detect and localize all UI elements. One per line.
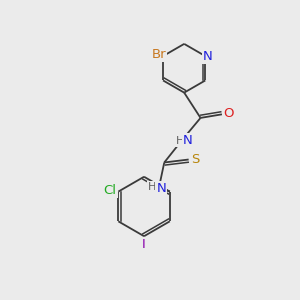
Text: N: N — [156, 182, 166, 195]
Text: N: N — [203, 50, 212, 63]
Text: N: N — [183, 134, 193, 147]
Text: Cl: Cl — [103, 184, 116, 196]
Text: H: H — [148, 182, 157, 192]
Text: O: O — [223, 107, 234, 120]
Text: Br: Br — [151, 48, 166, 61]
Text: S: S — [191, 153, 200, 166]
Text: H: H — [176, 136, 184, 146]
Text: I: I — [142, 238, 146, 251]
